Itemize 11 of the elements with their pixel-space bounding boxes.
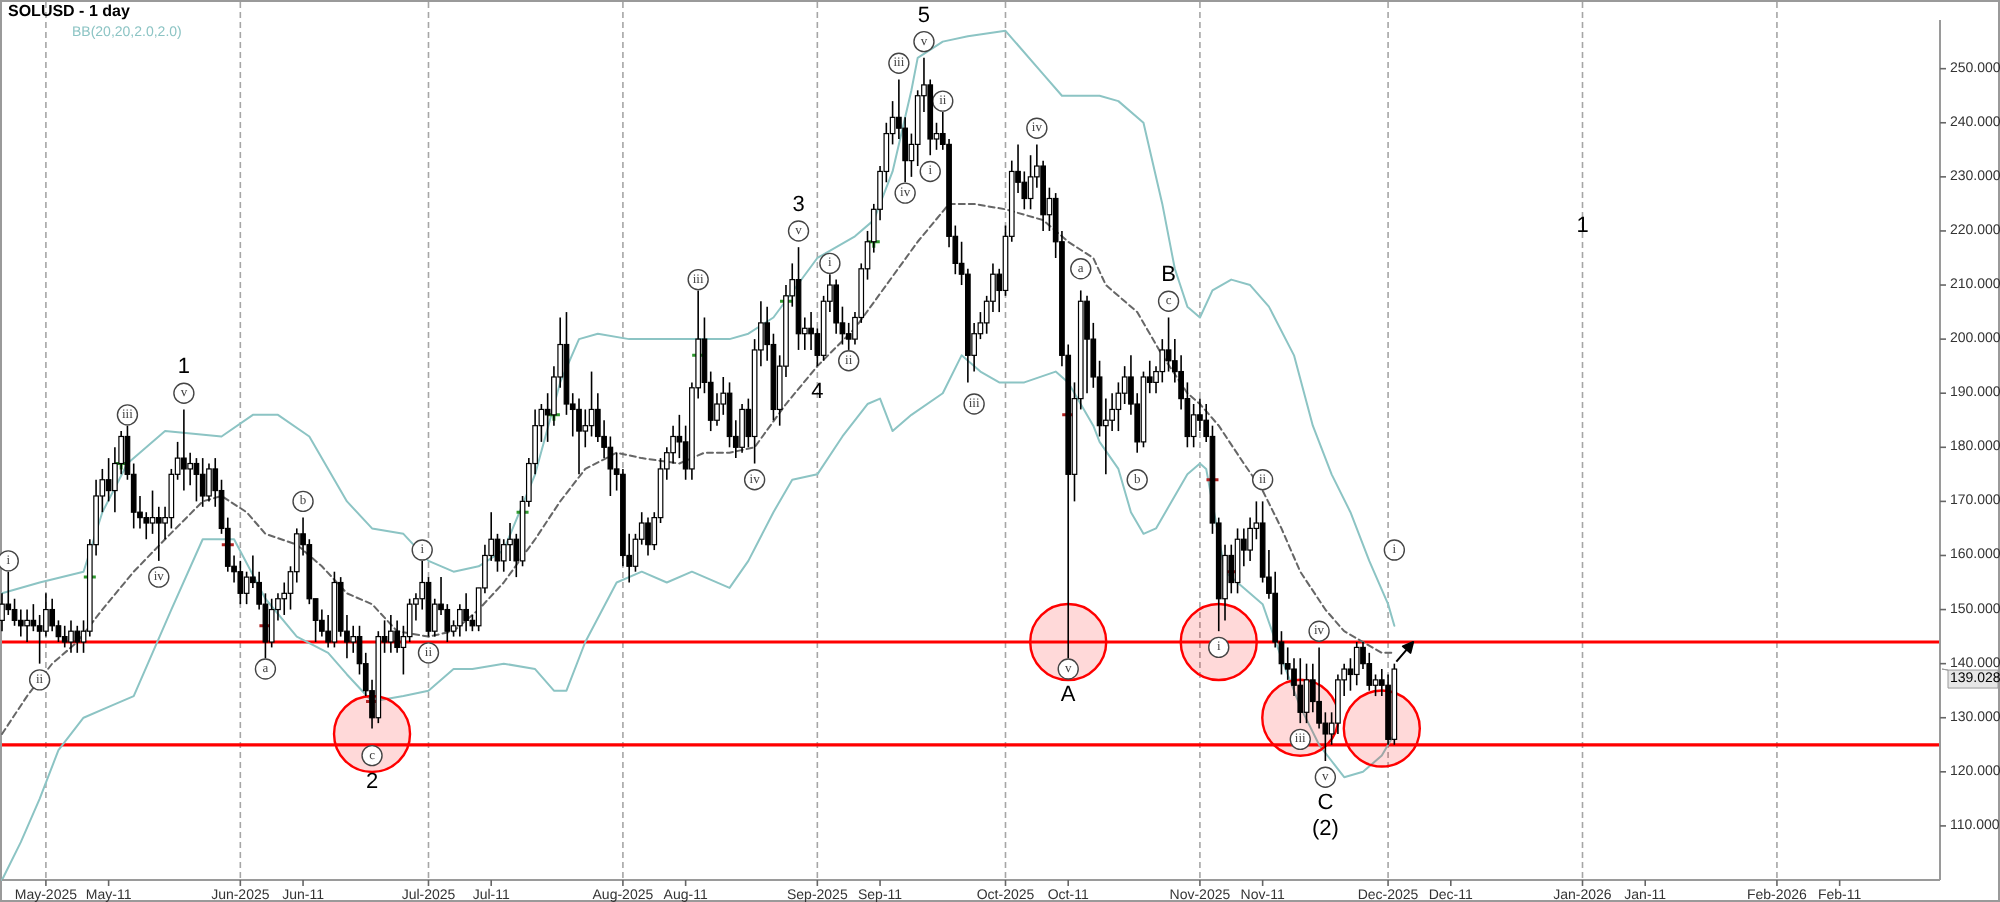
- annotation: 3: [792, 192, 805, 217]
- annotation: 5: [917, 3, 931, 28]
- annotation: C: [1317, 791, 1334, 816]
- annotation: A: [1060, 683, 1077, 708]
- annotation: 2: [365, 769, 379, 794]
- annotation: 1: [177, 355, 191, 380]
- annotation: 1: [1576, 213, 1589, 238]
- annotation: (2): [1311, 817, 1339, 842]
- chart-title: SOLUSD - 1 day: [8, 2, 131, 20]
- annotation: 4: [811, 380, 824, 405]
- annotation: B: [1161, 263, 1176, 288]
